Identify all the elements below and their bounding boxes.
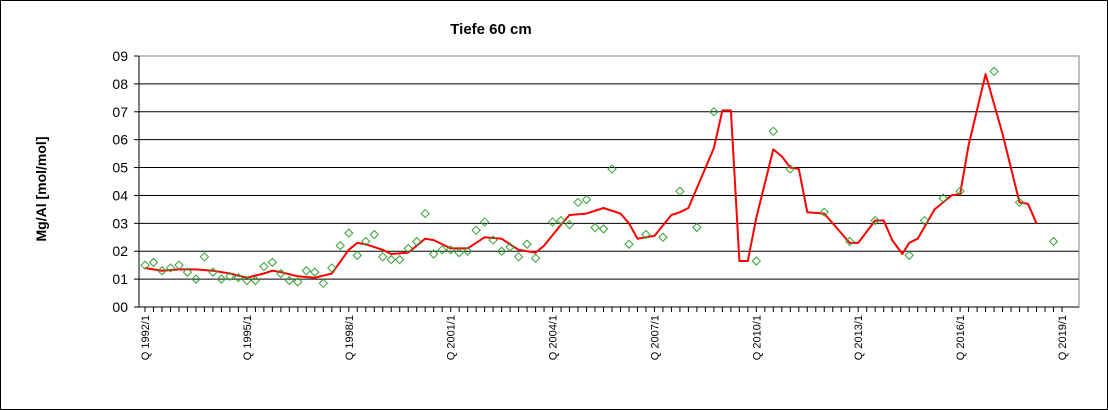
- plot-area: [139, 56, 1079, 307]
- data-point: [709, 107, 719, 117]
- data-point: [505, 242, 515, 252]
- data-point: [564, 220, 575, 230]
- data-point: [165, 263, 176, 273]
- data-point: [208, 267, 218, 277]
- data-point: [513, 252, 524, 262]
- x-tick-label: Q 2013/1: [853, 315, 865, 360]
- x-tick-label: Q 2004/1: [548, 315, 560, 360]
- data-point: [845, 236, 855, 247]
- data-point: [395, 254, 405, 265]
- data-point: [675, 186, 685, 196]
- data-point: [276, 268, 286, 279]
- data-point: [989, 66, 999, 77]
- data-point: [471, 225, 481, 236]
- data-point: [182, 267, 193, 277]
- data-point: [233, 273, 244, 283]
- data-point: [361, 236, 371, 247]
- x-tick-label: Q 2010/1: [751, 315, 763, 360]
- data-point: [819, 207, 829, 217]
- data-point: [590, 222, 600, 233]
- data-point: [420, 208, 430, 219]
- data-point: [598, 224, 609, 234]
- data-point: [225, 271, 235, 282]
- data-point: [692, 222, 702, 233]
- data-point: [437, 245, 447, 255]
- data-point: [556, 215, 566, 226]
- data-point: [199, 252, 210, 262]
- data-point: [641, 229, 651, 240]
- data-point: [428, 249, 439, 259]
- x-tick-label: Q 2001/1: [446, 315, 458, 360]
- x-tick-label: Q 2016/1: [955, 315, 967, 360]
- data-point: [310, 267, 320, 277]
- data-point: [1048, 236, 1059, 247]
- y-tick-label: 07: [112, 104, 128, 120]
- data-point: [751, 256, 762, 266]
- data-point: [157, 266, 167, 276]
- x-tick-label: Q 2019/1: [1057, 315, 1069, 360]
- data-point: [318, 278, 329, 289]
- data-point: [919, 215, 930, 226]
- data-point: [530, 253, 541, 263]
- data-point: [259, 261, 269, 272]
- data-point: [378, 252, 388, 262]
- data-point: [250, 275, 261, 286]
- data-point: [955, 186, 965, 196]
- data-point: [522, 239, 532, 249]
- y-tick-label: 03: [112, 215, 128, 231]
- x-tick-label: Q 1998/1: [344, 315, 356, 360]
- data-point: [411, 236, 422, 247]
- data-point: [174, 260, 184, 270]
- data-point: [140, 260, 150, 270]
- y-tick-label: 06: [112, 132, 128, 148]
- y-tick-label: 01: [112, 271, 128, 287]
- data-point: [344, 228, 354, 238]
- y-tick-label: 04: [112, 187, 128, 203]
- data-point: [403, 243, 413, 254]
- data-point: [607, 164, 617, 174]
- data-point: [454, 247, 464, 258]
- y-tick-label: 08: [112, 76, 128, 92]
- x-tick-label: Q 1995/1: [242, 315, 254, 360]
- data-point: [301, 266, 312, 276]
- data-point: [284, 275, 295, 286]
- chart-title: Tiefe 60 cm: [450, 21, 532, 38]
- data-point: [327, 263, 337, 273]
- y-tick-label: 09: [112, 48, 128, 64]
- data-point: [904, 250, 914, 261]
- x-tick-label: Q 1992/1: [140, 315, 152, 360]
- data-point: [938, 193, 948, 203]
- data-point: [624, 239, 634, 249]
- data-point: [658, 232, 668, 242]
- data-point: [870, 215, 880, 226]
- data-point: [148, 257, 159, 268]
- data-point: [369, 229, 379, 240]
- data-point: [547, 217, 558, 227]
- data-point: [581, 194, 592, 205]
- y-tick-label: 05: [112, 160, 128, 176]
- data-point: [488, 235, 498, 245]
- data-point: [335, 240, 345, 251]
- data-point: [768, 126, 779, 137]
- data-point: [216, 274, 227, 284]
- data-point: [386, 254, 396, 265]
- data-point: [462, 246, 473, 256]
- x-tick-label: Q 2007/1: [649, 315, 661, 360]
- y-tick-label: 02: [112, 243, 128, 259]
- data-point: [496, 246, 507, 256]
- series-line: [144, 73, 1038, 279]
- data-point: [479, 217, 490, 227]
- data-point: [242, 275, 252, 286]
- data-point: [293, 277, 303, 287]
- data-point: [191, 274, 201, 284]
- data-point: [352, 250, 362, 261]
- data-point: [267, 257, 278, 268]
- data-point: [445, 245, 456, 255]
- y-tick-label: 00: [112, 299, 128, 315]
- data-point: [573, 197, 583, 208]
- data-point: [1014, 197, 1025, 208]
- data-point: [785, 164, 796, 174]
